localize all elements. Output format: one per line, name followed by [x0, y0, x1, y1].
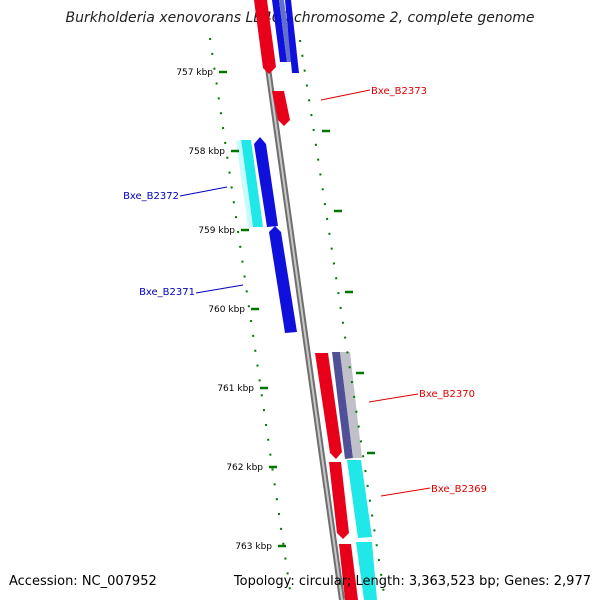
gene-label[interactable]: Bxe_B2372	[123, 191, 179, 202]
gene-label[interactable]: Bxe_B2370	[419, 389, 475, 400]
page-title: Burkholderia xenovorans LB400 chromosome…	[65, 10, 535, 26]
kbp-label: 762 kbp	[226, 463, 263, 473]
gene-label-leader	[179, 186, 228, 197]
gene-label-leader	[195, 284, 244, 294]
gene-arrow	[272, 91, 290, 126]
kbp-ticks	[219, 70, 375, 548]
gene-arrow	[356, 542, 377, 600]
gene-arrow	[347, 460, 372, 538]
forward-strand-genes	[254, 0, 377, 600]
genome-summary-text: Topology: circular; Length: 3,363,523 bp…	[233, 574, 591, 589]
kbp-label: 758 kbp	[188, 147, 225, 157]
gene-arrow	[236, 140, 253, 228]
reverse-strand-genes	[236, 137, 297, 333]
gene-label-leader	[368, 393, 419, 403]
gene-arrow	[279, 0, 292, 62]
gene-arrow	[329, 462, 349, 539]
kbp-label: 763 kbp	[235, 542, 272, 552]
gene-arrow	[272, 0, 287, 62]
kbp-label: 759 kbp	[198, 226, 235, 236]
kbp-label: 761 kbp	[217, 384, 254, 394]
gene-label[interactable]: Bxe_B2371	[139, 287, 195, 298]
kbp-label: 757 kbp	[176, 68, 213, 78]
accession-text: Accession: NC_007952	[9, 574, 157, 589]
gene-label[interactable]: Bxe_B2369	[431, 484, 487, 495]
gene-label[interactable]: Bxe_B2373	[371, 86, 427, 97]
gene-arrow	[254, 137, 278, 227]
gene-arrow	[241, 140, 263, 227]
gene-arrow	[269, 226, 297, 333]
gene-label-leaders	[179, 89, 431, 497]
gene-label-leader	[380, 487, 431, 497]
gene-label-leader	[320, 89, 371, 101]
gene-arrow	[254, 0, 276, 74]
gene-arrow	[339, 544, 358, 600]
kbp-label: 760 kbp	[208, 305, 245, 315]
gene-arrow	[285, 0, 299, 73]
kbp-labels: 757 kbp 758 kbp 759 kbp 760 kbp 761 kbp 762 k…	[176, 68, 272, 552]
gene-arrow	[340, 352, 362, 458]
gene-arrow	[332, 352, 353, 459]
gene-arrow	[315, 353, 342, 459]
gene-labels: Bxe_B2373 Bxe_B2372 Bxe_B2371 Bxe_B2370 Bxe_…	[123, 86, 487, 495]
backbone	[259, 24, 345, 600]
